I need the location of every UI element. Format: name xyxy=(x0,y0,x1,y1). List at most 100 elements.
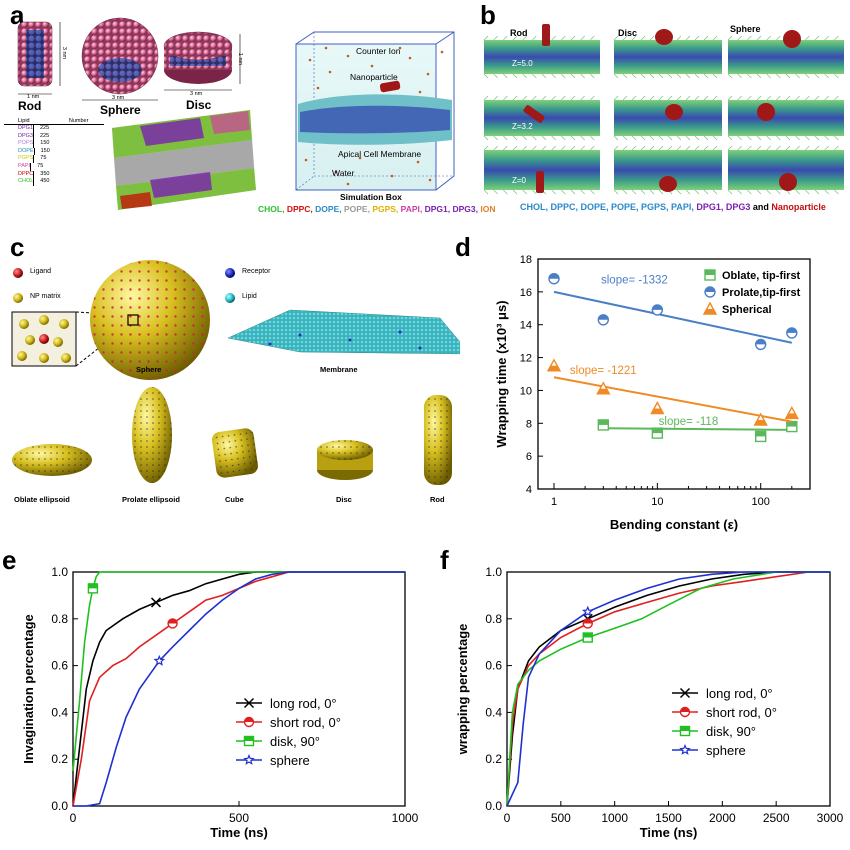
data-point xyxy=(679,743,691,755)
legend-entry: long rod, 0° xyxy=(270,696,337,711)
lipid-table-row: DPG1 225 xyxy=(4,125,49,133)
panel-label-f: f xyxy=(440,545,449,575)
y-tick-label: 0.4 xyxy=(485,705,502,719)
lipid-name: PAPI xyxy=(18,162,31,169)
series-2 xyxy=(546,358,799,426)
lipid-table-row: PAPI 75 xyxy=(4,162,44,171)
lipid-table-row: PGPS 75 xyxy=(4,155,46,163)
series-0 xyxy=(597,419,798,443)
data-point-fill xyxy=(88,583,98,589)
panel-a-legend: CHOL, DPPC, DOPE, POPE, PGPS, PAPI, DPG1… xyxy=(258,204,495,214)
series-1 xyxy=(72,571,405,807)
dim-rod-height: 3 nm xyxy=(61,46,68,60)
c-caption-cube: Cube xyxy=(225,495,244,504)
data-point-fill xyxy=(597,388,610,394)
y-tick-label: 12 xyxy=(520,353,532,365)
rod-model xyxy=(424,395,452,485)
x-tick-label: 10 xyxy=(651,496,663,508)
x-tick-label: 100 xyxy=(752,496,770,508)
lipid-number: 150 xyxy=(33,147,50,156)
y-tick-label: 0.2 xyxy=(485,752,502,766)
lipid-number: 75 xyxy=(33,155,46,163)
y-tick-label: 16 xyxy=(520,287,532,299)
data-point-fill xyxy=(168,618,178,624)
data-point xyxy=(150,597,162,608)
legend-entry: long rod, 0° xyxy=(706,686,773,701)
a-legend-item: ION xyxy=(480,204,496,214)
x-tick-label: 1500 xyxy=(655,811,682,825)
data-point-fill xyxy=(548,365,561,371)
a-legend-item: CHOL, xyxy=(258,204,287,214)
b-snapshot-cell xyxy=(727,30,844,79)
b-snapshot-cell xyxy=(613,95,722,141)
c-caption-membrane: Membrane xyxy=(320,365,358,374)
lipid-name: DPPC xyxy=(18,170,34,177)
panel-a-figure xyxy=(17,17,455,210)
legend-entry: short rod, 0° xyxy=(706,705,777,720)
x-axis-label: Bending constant (ε) xyxy=(610,517,738,532)
x-tick-label: 1000 xyxy=(392,811,419,825)
b-legend-item: DPG1, DPG3 xyxy=(696,202,753,212)
rod-np-image xyxy=(17,21,61,95)
c-caption-prolate: Prolate ellipsoid xyxy=(122,495,180,504)
y-tick-label: 0.0 xyxy=(485,799,502,813)
data-point-fill xyxy=(785,413,798,419)
series-2 xyxy=(72,571,405,771)
x-tick-label: 1000 xyxy=(601,811,628,825)
x-tick-label: 3000 xyxy=(817,811,844,825)
sphere-np-image xyxy=(81,17,159,101)
lipid-number: 225 xyxy=(32,132,49,141)
data-point-fill xyxy=(244,717,254,722)
lipid-table-header: Lipid Number xyxy=(4,118,104,125)
a-legend-item: POPE, xyxy=(343,204,373,214)
x-tick-label: 0 xyxy=(70,811,77,825)
series-line xyxy=(72,571,405,771)
a-legend-item: DPG3, xyxy=(452,204,481,214)
lipid-number: 150 xyxy=(33,140,49,148)
b-snapshot-cell xyxy=(483,24,600,79)
y-tick-label: 0.8 xyxy=(485,612,502,626)
c-caption-rod: Rod xyxy=(430,495,445,504)
legend-entry: sphere xyxy=(706,743,746,758)
panel-c-figure xyxy=(11,260,460,485)
data-point-fill xyxy=(786,421,797,427)
y-axis-label: wrapping percentage xyxy=(455,624,470,756)
y-tick-label: 6 xyxy=(526,451,532,463)
data-point-fill xyxy=(786,327,797,333)
membrane-model xyxy=(227,309,460,355)
c-caption-oblate: Oblate ellipsoid xyxy=(14,495,70,504)
b-row-z0: Z=0 xyxy=(512,176,527,185)
simulation-box-image xyxy=(295,31,455,191)
series-line xyxy=(506,571,830,807)
b-col-rod: Rod xyxy=(510,28,528,38)
series-line xyxy=(72,571,405,807)
x-tick-label: 2500 xyxy=(763,811,790,825)
series-1 xyxy=(506,571,830,807)
lipid-table-row: DPPC 350 xyxy=(4,170,49,179)
legend-entry: disk, 90° xyxy=(706,724,756,739)
series-line xyxy=(506,571,830,807)
data-point xyxy=(243,753,255,765)
lipid-name: POPS xyxy=(18,140,34,147)
series-0 xyxy=(506,571,830,807)
c-legend-np-matrix: NP matrix xyxy=(30,293,61,300)
data-point-fill xyxy=(754,420,767,425)
y-axis-label: Wrapping time (x10³ μs) xyxy=(494,300,509,447)
lipid-table-row: CHOL 450 xyxy=(4,178,49,186)
series-0 xyxy=(72,571,405,807)
lipid-number: 225 xyxy=(32,125,49,133)
b-snapshot-cell xyxy=(613,145,722,195)
b-snapshot-cell xyxy=(727,145,844,195)
data-point-fill xyxy=(680,707,690,712)
lipid-number: 75 xyxy=(30,162,44,171)
lipid-col-header: Lipid xyxy=(18,118,30,124)
legend-entry: Oblate, tip-first xyxy=(722,270,801,282)
b-legend-item: and xyxy=(752,202,772,212)
data-point-fill xyxy=(651,408,664,414)
fit-line xyxy=(603,427,792,431)
series-1 xyxy=(548,273,798,351)
y-tick-label: 0.4 xyxy=(51,705,68,719)
simulation-box-caption: Simulation Box xyxy=(340,192,402,202)
series-3 xyxy=(73,571,405,807)
legend-entry: short rod, 0° xyxy=(270,715,341,730)
